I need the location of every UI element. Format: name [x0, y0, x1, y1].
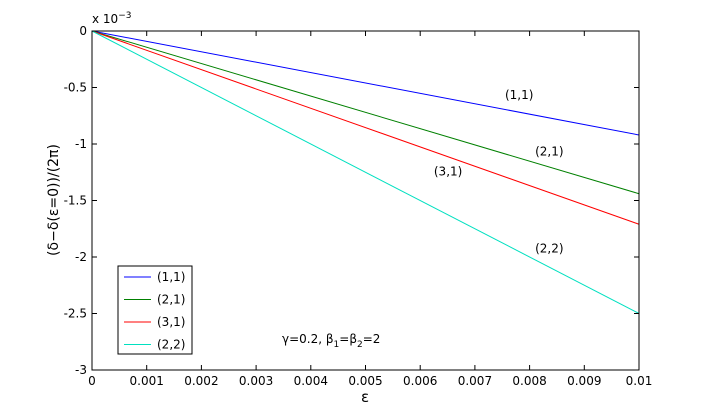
param-sub1: 1 [334, 340, 340, 350]
y-axis: 0 -0.5 -1 -1.5 -2 -2.5 -3 [64, 24, 639, 377]
x-tick-label: 0.004 [294, 374, 328, 388]
param-gamma-beta: γ=0.2, β [282, 332, 334, 346]
y-tick-label: 0 [79, 24, 87, 38]
x-tick-label: 0.01 [626, 374, 653, 388]
x-tick-label: 0.006 [403, 374, 437, 388]
curve-annotation: (3,1) [434, 165, 462, 179]
x-axis-label: ε [361, 388, 369, 406]
x-tick-label: 0.005 [348, 374, 382, 388]
x-tick-label: 0.007 [458, 374, 492, 388]
y-axis-multiplier-exponent: −3 [118, 11, 131, 21]
series-layer [91, 30, 640, 314]
y-tick-label: -0.5 [64, 81, 87, 95]
series-line-3 [91, 30, 640, 225]
x-tick-label: 0.003 [239, 374, 273, 388]
y-tick-label: -1 [75, 137, 87, 151]
y-axis-multiplier: x 10−3 [92, 11, 131, 26]
x-tick-label: 0.008 [512, 374, 546, 388]
series-line-1 [91, 30, 640, 136]
x-tick-label: 0.001 [130, 374, 164, 388]
legend-label: (2,2) [157, 338, 185, 352]
y-tick-label: -2 [75, 250, 87, 264]
series-line-2 [91, 30, 640, 195]
param-sub2: 2 [357, 340, 363, 350]
x-tick-label: 0.009 [567, 374, 601, 388]
curve-annotations: (1,1) (2,1) (3,1) (2,2) [434, 88, 564, 256]
param-tail: =2 [363, 332, 381, 346]
curve-annotation: (2,1) [535, 144, 563, 158]
x-tick-label: 0 [88, 374, 96, 388]
y-tick-label: -3 [75, 363, 87, 377]
parameter-label: γ=0.2, β1=β2=2 [282, 332, 380, 350]
legend-label: (1,1) [157, 270, 185, 284]
y-tick-label: -2.5 [64, 307, 87, 321]
param-mid: =β [339, 332, 357, 346]
legend-items: (1,1) (2,1) (3,1) (2,2) [124, 270, 185, 352]
curve-annotation: (1,1) [505, 88, 533, 102]
y-tick-label: -1.5 [64, 194, 87, 208]
legend: (1,1) (2,1) (3,1) (2,2) [117, 265, 193, 355]
y-axis-multiplier-base: x 10 [92, 12, 118, 26]
legend-label: (3,1) [157, 315, 185, 329]
legend-label: (2,1) [157, 293, 185, 307]
legend-box [117, 265, 193, 355]
series-line-4 [91, 30, 640, 314]
curve-annotation: (2,2) [535, 241, 563, 255]
x-tick-label: 0.002 [184, 374, 218, 388]
y-axis-label: (δ−δ(ε=0))/(2π) [46, 144, 62, 256]
x-axis: 0 0.001 0.002 0.003 0.004 0.005 0.006 0.007 0.00… [88, 31, 652, 388]
